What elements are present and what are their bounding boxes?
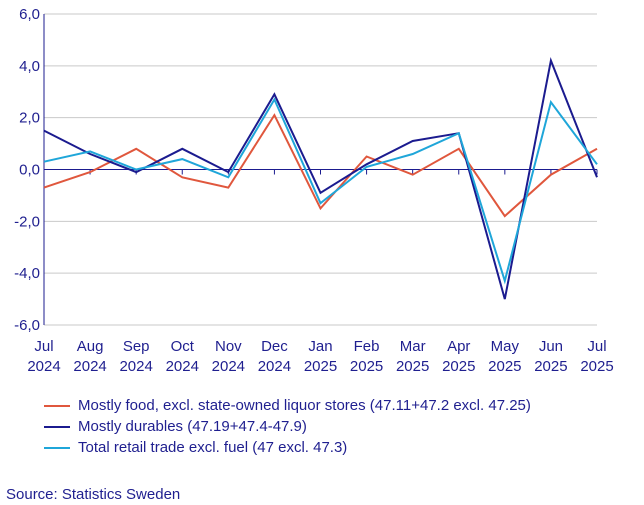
- x-tick-label: Jul 2025: [580, 338, 613, 375]
- legend-swatch-food: [44, 404, 70, 407]
- y-tick-label: 4,0: [19, 58, 40, 75]
- x-tick-label: Dec 2024: [258, 338, 291, 375]
- source-note: Source: Statistics Sweden: [6, 486, 181, 503]
- x-tick-label: Nov 2024: [212, 338, 245, 375]
- series-line-food: [43, 113, 598, 218]
- series-line-durables: [43, 57, 598, 300]
- legend-item-durables: Mostly durables (47.19+47.4-47.9): [44, 416, 531, 437]
- x-tick-label: Apr 2025: [442, 338, 475, 375]
- series-lines: [43, 57, 598, 300]
- x-tick-label: Mar 2025: [396, 338, 429, 375]
- x-tick-label: Sep 2024: [119, 338, 152, 375]
- y-tick-label: -2,0: [14, 213, 40, 230]
- series-line-total: [43, 97, 598, 285]
- y-tick-label: -6,0: [14, 317, 40, 334]
- y-tick-label: 6,0: [19, 6, 40, 23]
- y-axis-ticks: -6,0 -4,0 -2,0 0,0 2,0 4,0 6,0: [14, 6, 40, 334]
- grid-lines: [44, 13, 597, 326]
- legend-label-durables: Mostly durables (47.19+47.4-47.9): [78, 418, 307, 435]
- x-tick-label: Jul 2024: [27, 338, 60, 375]
- line-chart: -6,0 -4,0 -2,0 0,0 2,0 4,0 6,0 Jul 2024 Aug 2024 S…: [14, 6, 614, 375]
- x-tick-label: Jan 2025: [304, 338, 337, 375]
- x-tick-label: Jun 2025: [534, 338, 567, 375]
- legend-item-total: Total retail trade excl. fuel (47 excl. …: [44, 437, 531, 458]
- x-tick-label: Aug 2024: [73, 338, 106, 375]
- legend-label-food: Mostly food, excl. state-owned liquor st…: [78, 397, 531, 414]
- y-tick-label: -4,0: [14, 265, 40, 282]
- legend-swatch-total: [44, 446, 70, 449]
- legend-label-total: Total retail trade excl. fuel (47 excl. …: [78, 439, 348, 456]
- y-tick-label: 0,0: [19, 162, 40, 179]
- y-tick-label: 2,0: [19, 110, 40, 127]
- x-axis-ticks: Jul 2024 Aug 2024 Sep 2024 Oct 2024 Nov 2024 Dec 20…: [27, 338, 613, 375]
- legend: Mostly food, excl. state-owned liquor st…: [44, 395, 531, 458]
- legend-item-food: Mostly food, excl. state-owned liquor st…: [44, 395, 531, 416]
- x-tick-label: Oct 2024: [166, 338, 199, 375]
- x-tick-label: Feb 2025: [350, 338, 383, 375]
- x-tick-label: May 2025: [488, 338, 521, 375]
- legend-swatch-durables: [44, 425, 70, 428]
